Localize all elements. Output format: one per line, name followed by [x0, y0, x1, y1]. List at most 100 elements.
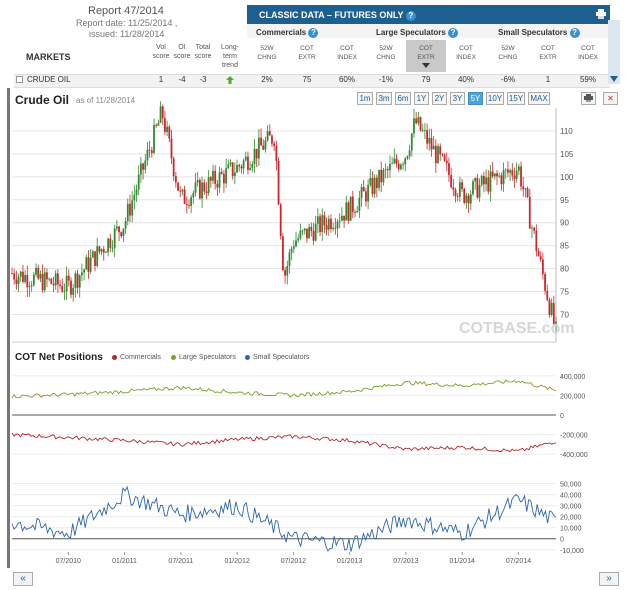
- cot-y-tick-label: -200,000: [560, 433, 588, 440]
- price-candle: [46, 272, 48, 280]
- print-icon[interactable]: [596, 9, 606, 19]
- chart-panel: [7, 88, 621, 568]
- help-icon[interactable]: ?: [448, 28, 459, 38]
- price-y-tick-label: 110: [560, 127, 573, 136]
- price-candle: [24, 274, 27, 282]
- price-candle: [190, 197, 193, 206]
- cot-y-tick-label: 400,000: [560, 374, 585, 381]
- prev-report-button[interactable]: «: [13, 572, 33, 586]
- price-candle: [87, 257, 90, 272]
- report-issued-date: issued: 11/28/2014: [89, 29, 165, 39]
- trend-up-arrow-icon: [226, 76, 234, 84]
- table-row-crude-oil[interactable]: [14, 74, 610, 88]
- range-button-1m[interactable]: 1m: [357, 92, 373, 105]
- price-candle: [159, 106, 162, 123]
- range-button-1y[interactable]: 1Y: [414, 92, 429, 105]
- subheader-large-extr[interactable]: COT EXTR: [406, 44, 446, 68]
- range-button-5y[interactable]: 5Y: [468, 92, 483, 105]
- price-candle: [312, 230, 315, 241]
- price-candle: [493, 173, 496, 177]
- price-candle: [48, 278, 51, 280]
- price-candle: [489, 171, 492, 192]
- legend-commercials[interactable]: Commercials: [112, 354, 161, 361]
- help-icon[interactable]: ?: [308, 28, 319, 38]
- range-button-10y[interactable]: 10Y: [486, 92, 504, 105]
- range-button-3m[interactable]: 3m: [376, 92, 392, 105]
- price-candle: [150, 150, 153, 153]
- price-candle: [28, 286, 31, 288]
- price-candle: [526, 188, 529, 197]
- price-candle: [13, 273, 16, 280]
- commercials-group-header: Commercials ?: [256, 28, 319, 38]
- price-candle: [22, 271, 24, 282]
- print-chart-icon[interactable]: [581, 92, 596, 105]
- subheader-small-index[interactable]: COT INDEX: [578, 45, 598, 61]
- price-candle: [371, 178, 374, 195]
- price-candle: [437, 146, 439, 164]
- small-y-tick-label: 40,000: [560, 493, 582, 500]
- subheader-large-52w[interactable]: 52W CHNG: [376, 45, 396, 61]
- small-y-tick-label: 0: [560, 537, 564, 544]
- price-candle: [279, 204, 282, 237]
- price-candle: [207, 177, 210, 193]
- subheader-comm-index[interactable]: COT INDEX: [337, 45, 357, 61]
- cot-y-tick-label: -400,000: [560, 452, 588, 459]
- range-button-2y[interactable]: 2Y: [432, 92, 447, 105]
- help-icon[interactable]: ?: [405, 10, 416, 21]
- price-candle: [220, 172, 223, 174]
- price-candle: [299, 230, 302, 239]
- x-tick-label: 07/2010: [56, 558, 81, 565]
- dropdown-arrow-icon[interactable]: [610, 76, 618, 82]
- help-icon[interactable]: ?: [569, 28, 580, 38]
- price-candle: [214, 170, 217, 184]
- range-button-15y[interactable]: 15Y: [507, 92, 525, 105]
- subheader-small-extr[interactable]: COT EXTR: [539, 45, 557, 61]
- subheader-large-index[interactable]: COT INDEX: [456, 45, 476, 61]
- scrollbar[interactable]: [608, 20, 620, 84]
- price-candle: [382, 169, 385, 183]
- price-candle: [389, 163, 391, 171]
- subheader-small-52w[interactable]: 52W CHNG: [498, 45, 518, 61]
- price-candle: [476, 177, 479, 198]
- price-candle: [26, 274, 29, 288]
- price-candle: [487, 177, 490, 192]
- market-name[interactable]: CRUDE OIL: [27, 75, 71, 84]
- subheader-comm-52w[interactable]: 52W CHNG: [257, 45, 277, 61]
- legend-small-speculators[interactable]: Small Speculators: [245, 354, 309, 361]
- price-candle: [107, 238, 110, 253]
- price-candle: [282, 236, 284, 271]
- cot-y-tick-label: 200,000: [560, 393, 585, 400]
- price-candle: [155, 124, 158, 126]
- price-candle: [15, 279, 18, 284]
- price-candle: [225, 168, 228, 184]
- price-candle: [157, 122, 160, 126]
- price-candle: [65, 275, 68, 292]
- price-candle: [201, 182, 203, 199]
- price-candle: [242, 160, 245, 169]
- small-series-line: [11, 485, 557, 552]
- window-icon[interactable]: [16, 76, 23, 83]
- range-button-3y[interactable]: 3Y: [450, 92, 465, 105]
- price-candle: [504, 169, 507, 171]
- price-candle: [290, 248, 293, 253]
- cot-net-positions-title: COT Net Positions: [15, 352, 103, 363]
- price-candle: [56, 273, 59, 285]
- next-report-button[interactable]: »: [599, 572, 619, 586]
- price-candle: [139, 163, 142, 175]
- price-candle: [393, 158, 396, 164]
- price-candle: [528, 196, 531, 229]
- price-candle: [295, 240, 297, 247]
- price-candle: [452, 187, 455, 190]
- legend-dot: [245, 354, 250, 360]
- price-candle: [509, 170, 512, 173]
- range-button-6m[interactable]: 6m: [395, 92, 411, 105]
- price-y-tick-label: 105: [560, 150, 574, 159]
- range-button-max[interactable]: MAX: [528, 92, 550, 105]
- subheader-comm-extr[interactable]: COT EXTR: [298, 45, 316, 61]
- price-candle: [249, 167, 252, 170]
- close-icon[interactable]: ✕: [603, 92, 618, 105]
- legend-large-speculators[interactable]: Large Speculators: [171, 354, 236, 361]
- price-candle: [109, 238, 112, 248]
- price-candle: [164, 118, 166, 133]
- price-candle: [284, 270, 286, 276]
